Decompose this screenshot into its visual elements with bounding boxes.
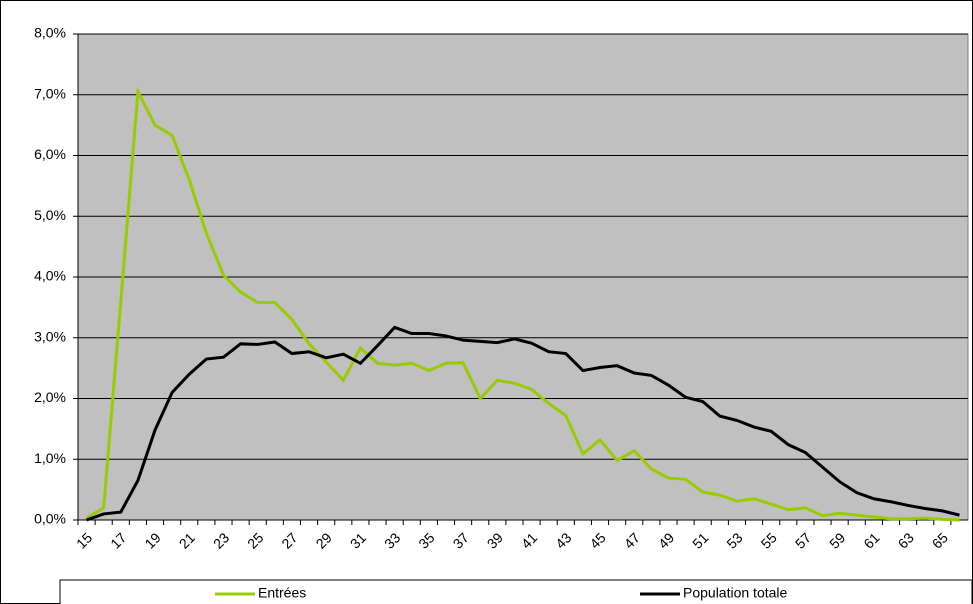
y-tick-label: 0,0%	[34, 511, 66, 527]
legend-label: Entrées	[258, 585, 306, 601]
line-series	[86, 325, 960, 522]
y-tick-label: 5,0%	[34, 207, 66, 223]
y-tick-label: 7,0%	[34, 85, 66, 101]
y-tick-label: 1,0%	[34, 450, 66, 466]
y-tick-label: 2,0%	[34, 389, 66, 405]
line-series	[85, 86, 960, 522]
y-tick-label: 8,0%	[34, 25, 66, 41]
legend-box	[59, 579, 973, 604]
y-tick-label: 3,0%	[34, 328, 66, 344]
legend-label: Population totale	[683, 585, 788, 601]
y-tick-label: 6,0%	[34, 146, 66, 162]
y-tick-label: 4,0%	[34, 268, 66, 284]
